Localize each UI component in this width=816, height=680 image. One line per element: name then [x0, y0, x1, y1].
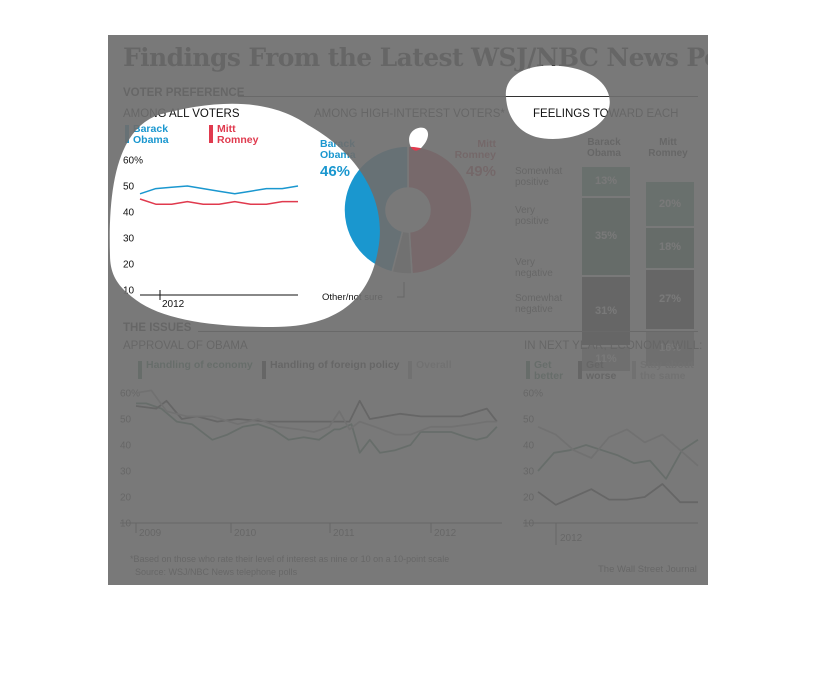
- all-voters-subtitle: AMONG ALL VOTERS: [123, 108, 240, 120]
- x-tick-label: 2012: [162, 299, 185, 310]
- other-leader-line: [397, 282, 405, 298]
- y-tick-label: 50: [523, 415, 535, 426]
- feelings-col-obama: Barack Obama: [587, 137, 621, 159]
- row-label-very-negative: Very negative: [515, 257, 553, 279]
- economy-swatch: [138, 361, 142, 379]
- y-tick-label: 60%: [523, 389, 543, 400]
- legend-handling-economy: Handling of economy: [146, 359, 253, 371]
- worse-swatch: [578, 361, 582, 379]
- better-swatch: [526, 361, 530, 379]
- feelings-bar: 13%: [582, 167, 630, 196]
- y-tick-label: 10: [120, 519, 132, 530]
- legend-romney: Mitt Romney: [217, 123, 259, 146]
- legend-stay-same: Stay about the same: [640, 359, 694, 382]
- y-tick-label: 10: [123, 286, 135, 297]
- y-tick-label: 20: [120, 493, 132, 504]
- infographic-card: Findings From the Latest WSJ/NBC News Po…: [108, 35, 708, 585]
- series-line-1: [537, 483, 698, 506]
- y-tick-label: 60%: [120, 389, 140, 400]
- x-tick-label: 2011: [333, 528, 355, 539]
- legend-get-better: Get better: [534, 359, 564, 382]
- y-tick-label: 30: [523, 467, 535, 478]
- donut-slice: [407, 145, 473, 275]
- legend-obama: Barack Obama: [133, 123, 169, 146]
- wsj-credit: The Wall Street Journal: [598, 564, 697, 575]
- feelings-subtitle: FEELINGS TOWARD EACH: [533, 108, 679, 120]
- y-tick-label: 50: [123, 182, 135, 193]
- series-line-1: [139, 198, 298, 205]
- other-not-sure-label: Other/not sure: [322, 292, 383, 303]
- row-label-somewhat-negative: Somewhat negative: [515, 293, 563, 315]
- legend-get-worse: Get worse: [586, 359, 617, 382]
- feelings-bar: 20%: [646, 182, 694, 226]
- feelings-bar: 27%: [646, 269, 694, 329]
- same-swatch: [632, 361, 636, 379]
- series-line-0: [139, 185, 299, 195]
- y-tick-label: 20: [123, 260, 135, 271]
- x-tick-label: 2012: [434, 528, 457, 539]
- y-tick-label: 40: [123, 208, 135, 219]
- feelings-bar: 31%: [582, 276, 630, 345]
- legend-overall: Overall: [416, 359, 452, 371]
- x-tick-label: 2010: [234, 528, 257, 539]
- series-line-0: [136, 402, 498, 454]
- high-interest-donut-chart: [343, 145, 473, 275]
- row-label-somewhat-positive: Somewhat positive: [515, 166, 563, 188]
- y-tick-label: 30: [120, 467, 132, 478]
- source-note: Source: WSJ/NBC News telephone polls: [135, 567, 298, 577]
- series-line-1: [135, 399, 498, 423]
- foreign-swatch: [262, 361, 266, 379]
- overall-swatch: [408, 361, 412, 379]
- economy-next-year-subtitle: IN NEXT YEAR, ECONOMY WILL:: [524, 340, 703, 352]
- x-tick-label: 2012: [560, 533, 583, 544]
- all-voters-line-chart: 10 20 30 40 50 60% 2012: [123, 156, 299, 310]
- y-tick-label: 40: [523, 441, 535, 452]
- obama-swatch: [125, 125, 129, 143]
- voter-preference-heading: VOTER PREFERENCE: [123, 87, 245, 99]
- page-title: Findings From the Latest WSJ/NBC News Po…: [123, 43, 708, 72]
- y-tick-label: 20: [523, 493, 535, 504]
- section-rule: [198, 331, 698, 332]
- feelings-bar: 18%: [646, 228, 694, 268]
- legend-handling-foreign: Handling of foreign policy: [270, 359, 400, 371]
- economy-outlook-line-chart: 10 20 30 40 50 60% 2012: [523, 389, 699, 545]
- x-tick-label: 2009: [139, 528, 162, 539]
- high-interest-subtitle: AMONG HIGH-INTEREST VOTERS*: [314, 108, 505, 120]
- approval-line-chart: 10 20 30 40 50 60% 2009 2010 2011 2012: [120, 389, 502, 539]
- series-line-2: [537, 425, 699, 467]
- series-line-2: [135, 389, 497, 436]
- footnote: *Based on those who rate their level of …: [130, 554, 450, 564]
- y-tick-label: 10: [523, 519, 535, 530]
- issues-heading: THE ISSUES: [123, 322, 192, 334]
- section-rule: [238, 96, 698, 97]
- y-tick-label: 60%: [123, 156, 143, 167]
- approval-subtitle: APPROVAL OF OBAMA: [123, 340, 248, 352]
- romney-swatch: [209, 125, 213, 143]
- row-label-very-positive: Very positive: [515, 205, 549, 227]
- y-tick-label: 40: [120, 441, 132, 452]
- feelings-bar: 35%: [582, 197, 630, 275]
- y-tick-label: 30: [123, 234, 135, 245]
- y-tick-label: 50: [120, 415, 132, 426]
- feelings-col-romney: Mitt Romney: [648, 137, 688, 159]
